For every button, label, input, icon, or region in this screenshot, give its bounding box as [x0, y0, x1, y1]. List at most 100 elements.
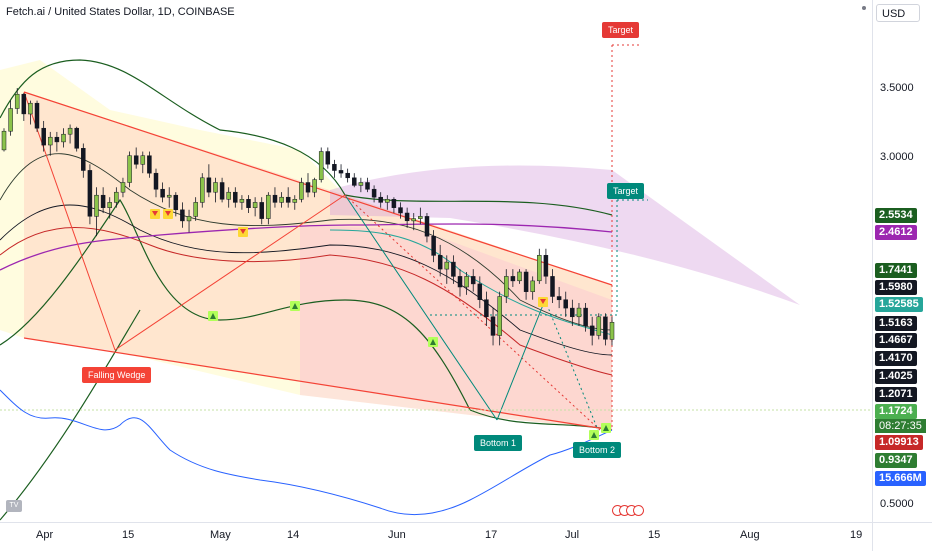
time-tick: Jul: [565, 529, 580, 541]
price-badge: 1.4667: [875, 333, 917, 348]
time-tick: 19: [850, 529, 863, 541]
time-tick: 15: [122, 529, 135, 541]
bb-lower-2: [0, 309, 141, 521]
time-tick: Apr: [36, 529, 54, 541]
candle-body: [272, 194, 278, 203]
price-badge: 1.5163: [875, 316, 917, 331]
time-tick: Aug: [740, 529, 760, 541]
sell-signal-icon: [240, 229, 246, 234]
time-tick: 17: [485, 529, 498, 541]
candle-body: [345, 172, 350, 179]
candle-body: [437, 255, 443, 270]
candle-body: [556, 296, 562, 301]
ma-purple: [0, 223, 613, 271]
candle-body: [28, 102, 33, 115]
candle-body: [259, 202, 264, 219]
candle-body: [418, 216, 423, 219]
sell-signal-icon: [152, 211, 158, 216]
pattern-leg: [23, 91, 116, 351]
candle-body: [213, 182, 218, 193]
tradingview-logo: TV: [6, 500, 22, 512]
price-badge: 1.7441: [875, 263, 917, 278]
candle-body: [180, 209, 185, 222]
axis-corner: [872, 522, 932, 551]
candle-body: [609, 322, 615, 340]
pattern-leg: [344, 194, 498, 421]
buy-signal-icon: [591, 432, 597, 438]
candle-body: [325, 151, 331, 165]
economic-events-icon[interactable]: [612, 505, 644, 517]
purple-ribbon: [330, 165, 800, 305]
price-badge: 1.4170: [875, 351, 917, 366]
candle-body: [173, 194, 179, 211]
candle-body: [510, 276, 516, 282]
volume-badge: 15.666M: [875, 471, 926, 486]
candle-body: [153, 172, 159, 190]
candle-body: [54, 136, 60, 143]
pattern-label[interactable]: Falling Wedge: [82, 367, 152, 383]
wedge-lower-line: [23, 337, 613, 431]
candle-body: [523, 271, 529, 292]
candle-body: [338, 170, 344, 174]
time-tick: 14: [287, 529, 300, 541]
candle-body: [424, 216, 430, 237]
time-axis[interactable]: [0, 522, 872, 551]
candle-body: [48, 136, 53, 146]
ma-red: [0, 227, 613, 376]
plot-area[interactable]: [0, 0, 872, 522]
candle-body: [550, 276, 555, 297]
candle-body: [233, 191, 238, 203]
buy-signal-icon: [292, 303, 298, 309]
currency-selector[interactable]: USD: [876, 4, 920, 22]
candle-body: [385, 199, 390, 203]
wedge-upper-line: [23, 91, 613, 286]
price-badge: 1.52585: [875, 297, 923, 312]
candle-body: [285, 196, 291, 203]
wedge-fill-lower: [300, 225, 612, 430]
price-badge: 0.9347: [875, 453, 917, 468]
candle-body: [133, 155, 139, 165]
candle-body: [603, 316, 608, 340]
symbol-title[interactable]: Fetch.ai / United States Dollar, 1D, COI…: [6, 6, 235, 18]
candle-body: [34, 102, 40, 129]
candle-body: [570, 307, 575, 318]
time-tick: Jun: [388, 529, 406, 541]
volume-value: 15.666: [879, 472, 913, 484]
candle-body: [299, 182, 304, 200]
candle-body: [352, 177, 357, 186]
target-top-label[interactable]: Target: [602, 22, 640, 38]
candle-body: [239, 199, 245, 203]
candle-body: [589, 325, 595, 336]
pattern-leg: [496, 299, 546, 421]
candle-body: [596, 316, 602, 336]
sell-signal-icon: [165, 211, 171, 216]
wedge-shading: [0, 60, 612, 430]
candle-body: [279, 196, 284, 203]
rsi-line: [0, 389, 613, 516]
candle-body: [266, 194, 271, 219]
last-price-badge: 1.1724: [875, 404, 917, 419]
candle-body: [537, 255, 542, 282]
candle-body: [583, 307, 588, 327]
candle-body: [404, 212, 410, 222]
price-badge-ma: 2.4612: [875, 225, 917, 240]
candle-body: [332, 164, 337, 171]
more-options-icon[interactable]: [862, 6, 866, 10]
candle-body: [127, 155, 132, 183]
price-tick: 3.5000: [880, 82, 914, 94]
chart-canvas[interactable]: [0, 0, 872, 522]
time-tick: 15: [648, 529, 661, 541]
price-badge: 1.2071: [875, 387, 917, 402]
candle-body: [114, 191, 119, 203]
price-badge: 1.5980: [875, 280, 917, 295]
candle-body: [444, 261, 450, 270]
target-mid-label[interactable]: Target: [607, 183, 645, 199]
bottom1-label[interactable]: Bottom 1: [474, 435, 523, 451]
candle-body: [497, 296, 502, 336]
price-badge-bb-upper: 2.5534: [875, 208, 917, 223]
candle-body: [74, 127, 79, 149]
candle-body: [107, 202, 112, 208]
candle-body: [378, 196, 383, 203]
price-badge: 1.09913: [875, 435, 923, 450]
bottom2-label[interactable]: Bottom 2: [573, 442, 622, 458]
